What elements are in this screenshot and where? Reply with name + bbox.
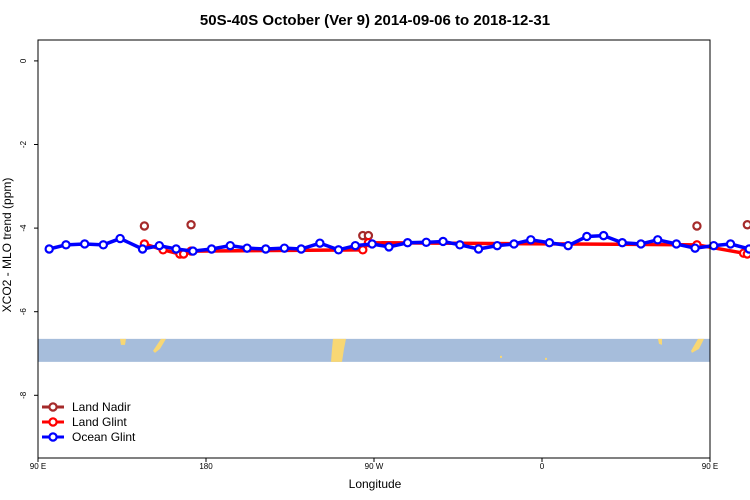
chart-title: 50S-40S October (Ver 9) 2014-09-06 to 20… [200, 12, 550, 29]
data-point [139, 221, 150, 231]
data-point [544, 238, 555, 248]
x-axis-label: Longitude [349, 477, 402, 491]
y-tick-label: -2 [19, 140, 28, 148]
series-land-nadir [139, 220, 750, 241]
legend-label: Land Glint [72, 415, 127, 429]
data-point [725, 239, 736, 249]
data-point [137, 244, 148, 254]
land-patch [545, 357, 547, 360]
land-patch [691, 338, 704, 353]
y-axis-label: XCO2 - MLO trend (ppm) [0, 178, 14, 313]
land-patch [331, 338, 346, 362]
ocean-band [38, 338, 710, 362]
x-tick-label: 90 W [365, 462, 384, 471]
data-point [742, 220, 750, 230]
data-point [402, 238, 413, 248]
data-point [333, 245, 344, 255]
data-point [438, 236, 448, 247]
data-point [188, 246, 198, 256]
x-tick-label: 90 E [702, 462, 718, 471]
land-patches [120, 338, 704, 362]
legend-marker [48, 417, 58, 427]
data-point [44, 244, 54, 254]
data-point [455, 240, 465, 250]
legend-marker [48, 432, 58, 442]
legend-item: Land Glint [42, 415, 127, 429]
land-patch [500, 355, 502, 358]
data-point [509, 239, 519, 249]
y-tick-label: -6 [19, 308, 28, 316]
series-line [48, 233, 750, 253]
data-point [315, 238, 325, 248]
data-point [384, 242, 394, 252]
data-point [79, 239, 90, 249]
data-point [563, 240, 573, 251]
data-point [279, 243, 290, 253]
data-point [98, 240, 109, 250]
data-point [492, 240, 502, 251]
data-point [350, 240, 361, 251]
data-point [617, 238, 627, 248]
land-patch [120, 338, 126, 345]
legend-item: Land Nadir [42, 400, 131, 414]
y-tick-label: -8 [19, 391, 28, 399]
x-tick-label: 180 [199, 462, 213, 471]
legend-marker [48, 402, 58, 412]
data-point [582, 231, 592, 242]
data-point [225, 240, 235, 251]
legend-label: Ocean Glint [72, 430, 136, 444]
y-tick-label: 0 [19, 58, 28, 63]
series-land-glint [139, 238, 750, 259]
data-point [671, 239, 682, 249]
data-point [692, 221, 702, 231]
data-point [653, 235, 663, 245]
land-ocean-band [38, 338, 710, 362]
land-patch [153, 338, 166, 353]
series-layer [44, 220, 750, 259]
y-axis: 0 -2 -4 -6 -8 [19, 58, 38, 399]
data-point [115, 233, 125, 244]
data-point [206, 244, 217, 254]
data-point [598, 230, 609, 241]
data-point [744, 244, 750, 254]
land-patch [658, 338, 662, 345]
data-point [709, 240, 719, 251]
data-point [154, 240, 165, 251]
y-tick-label: -4 [19, 224, 28, 232]
x-tick-label: 90 E [30, 462, 46, 471]
data-point [473, 244, 484, 254]
data-point [171, 244, 181, 254]
data-point [526, 235, 536, 245]
series-ocean-glint [44, 230, 750, 256]
series-line [143, 240, 748, 256]
data-point [421, 237, 431, 248]
data-point [367, 239, 377, 249]
data-point [636, 239, 646, 249]
legend-item: Ocean Glint [42, 430, 136, 444]
data-point [242, 243, 252, 253]
x-tick-label: 0 [540, 462, 545, 471]
data-point [186, 220, 196, 230]
data-point [358, 245, 368, 255]
data-point [296, 244, 306, 254]
data-point [61, 240, 71, 250]
data-point [261, 244, 271, 254]
data-point [690, 243, 700, 253]
legend-label: Land Nadir [72, 400, 131, 414]
